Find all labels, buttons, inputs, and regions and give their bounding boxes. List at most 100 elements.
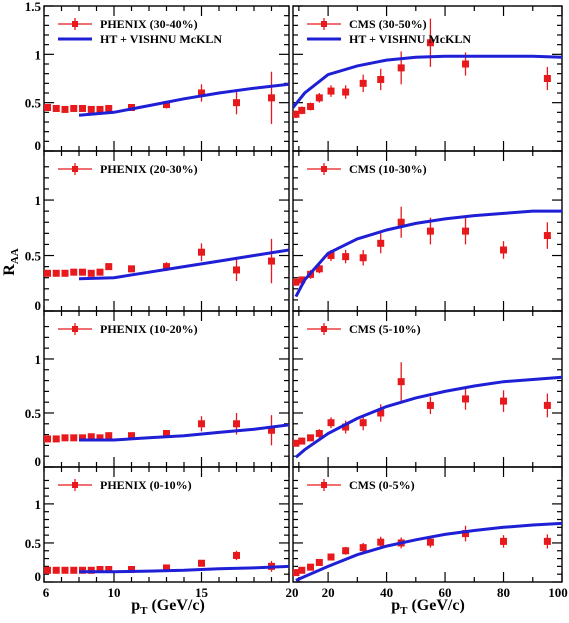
data-point	[427, 228, 434, 235]
data-point	[544, 402, 551, 409]
data-point	[462, 228, 469, 235]
data-point	[233, 266, 240, 273]
panel-phenix-30-40-: 0 0.5 1 1.5 PHENIX (30-40%)HT + VISHNU McKLN	[25, 0, 289, 153]
panel-phenix-20-30-: 00.51PHENIX (20-30%)	[25, 151, 289, 313]
legend-label: HT + VISHNU McKLN	[100, 32, 222, 46]
panel-phenix-0-10-: 0 0.5 1 6 10 15 20 PHENIX (0-10%)	[25, 467, 299, 600]
legend-label: PHENIX (0-10%)	[100, 478, 192, 492]
data-point	[307, 103, 314, 110]
plot-area	[292, 523, 562, 580]
data-point	[462, 395, 469, 402]
data-point	[198, 560, 205, 567]
data-point	[398, 64, 405, 71]
panel-cms-0-5-: 20 40 60 80 100 CMS (0-5%)	[292, 467, 567, 600]
data-point	[316, 559, 323, 566]
data-point	[105, 432, 112, 439]
data-point	[44, 567, 51, 574]
legend-marker	[72, 166, 78, 172]
legend-marker	[321, 21, 327, 27]
data-point	[342, 547, 349, 554]
data-point	[53, 567, 60, 574]
plot-area	[292, 207, 562, 297]
data-point	[544, 538, 551, 545]
data-point	[88, 270, 95, 277]
data-point	[44, 104, 51, 111]
data-point	[105, 105, 112, 112]
data-point	[70, 434, 77, 441]
panel-phenix-10-20-: 00.51PHENIX (10-20%)	[25, 311, 289, 469]
data-point	[62, 567, 69, 574]
y-tick-label: 1	[35, 352, 42, 367]
data-point	[377, 76, 384, 83]
data-point	[298, 438, 305, 445]
y-axis-title-sub: AA	[9, 248, 21, 264]
data-point	[360, 544, 367, 551]
x-tick-label: 6	[43, 585, 50, 600]
data-point	[198, 420, 205, 427]
legend-label: PHENIX (10-20%)	[100, 322, 198, 336]
data-point	[44, 435, 51, 442]
legend-label: CMS (0-5%)	[349, 478, 415, 492]
legend-marker	[72, 482, 78, 488]
model-curve	[296, 523, 562, 580]
data-point	[316, 94, 323, 101]
left-x-axis-title: pT (GeV/c)	[131, 597, 205, 617]
data-point	[544, 75, 551, 82]
data-point	[500, 538, 507, 545]
data-point	[70, 567, 77, 574]
data-point	[328, 419, 335, 426]
data-point	[328, 554, 335, 561]
data-point	[307, 434, 314, 441]
y-tick-label: 0.5	[25, 249, 42, 264]
data-point	[233, 420, 240, 427]
y-tick-label: 0	[35, 138, 42, 153]
y-tick-label: 0.5	[25, 96, 42, 111]
left-x-axis-title-main: p	[131, 597, 140, 614]
data-point	[377, 539, 384, 546]
left-x-axis-title-unit: (GeV/c)	[147, 597, 204, 614]
data-point	[44, 270, 51, 277]
y-axis-title: RAA	[1, 248, 21, 276]
plot-area	[44, 551, 289, 574]
y-tick-label: 1.5	[25, 0, 42, 14]
x-tick-label: 20	[286, 585, 299, 600]
model-curve	[296, 211, 562, 297]
data-point	[53, 270, 60, 277]
data-point	[53, 435, 60, 442]
legend-label: PHENIX (20-30%)	[100, 162, 198, 176]
x-tick-label: 80	[497, 585, 510, 600]
data-point	[79, 105, 86, 112]
data-point	[307, 564, 314, 571]
data-point	[316, 430, 323, 437]
data-point	[342, 89, 349, 96]
data-point	[88, 106, 95, 113]
legend-label: CMS (10-30%)	[349, 162, 427, 176]
data-point	[360, 419, 367, 426]
panel-cms-30-50-: CMS (30-50%)HT + VISHNU McKLN	[292, 6, 562, 151]
legend-label: CMS (30-50%)	[349, 17, 427, 31]
y-tick-label: 1	[35, 497, 42, 512]
plot-area	[44, 72, 289, 124]
plot-area	[44, 239, 289, 283]
data-point	[70, 105, 77, 112]
legend-label: HT + VISHNU McKLN	[349, 32, 471, 46]
legend-marker	[72, 326, 78, 332]
model-curve	[296, 377, 562, 457]
legend-marker	[72, 21, 78, 27]
data-point	[268, 258, 275, 265]
legend-label: CMS (5-10%)	[349, 322, 421, 336]
data-point	[233, 552, 240, 559]
y-tick-label: 0.5	[25, 536, 42, 551]
plot-area	[292, 362, 562, 457]
y-tick-label: 0	[35, 298, 42, 313]
data-point	[462, 61, 469, 68]
data-point	[268, 94, 275, 101]
data-point	[128, 265, 135, 272]
data-point	[427, 402, 434, 409]
y-axis-title-main: R	[1, 264, 18, 276]
data-point	[544, 232, 551, 239]
data-point	[360, 254, 367, 261]
data-point	[298, 107, 305, 114]
